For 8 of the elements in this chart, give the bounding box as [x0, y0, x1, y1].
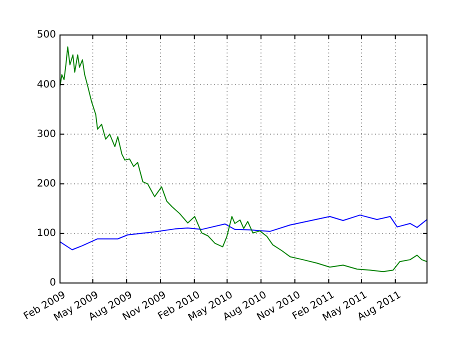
y-tick-label: 0 [50, 278, 56, 289]
y-tick-label: 200 [36, 178, 56, 190]
line-series [60, 214, 427, 250]
y-tick-label: 100 [36, 228, 56, 240]
y-tick-label: 400 [36, 79, 56, 90]
line-series [60, 46, 427, 272]
y-tick-label: 500 [36, 30, 56, 41]
y-tick-label: 300 [36, 128, 56, 140]
